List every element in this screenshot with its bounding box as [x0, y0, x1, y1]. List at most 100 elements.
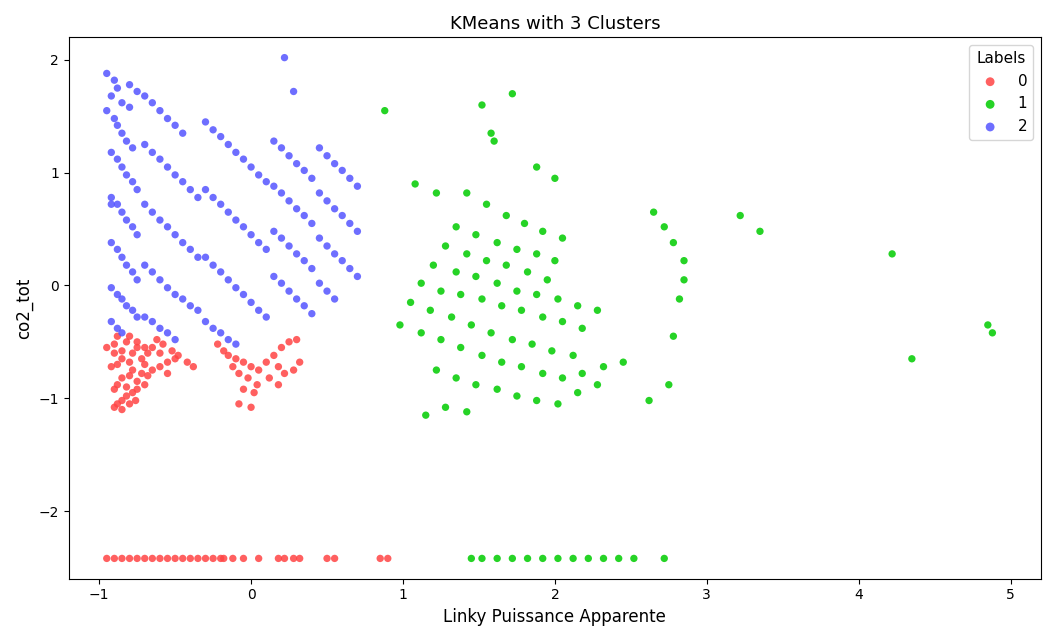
2	[288, 204, 305, 214]
2	[205, 192, 222, 203]
2	[274, 278, 290, 288]
2	[281, 196, 298, 206]
2	[151, 275, 168, 285]
0	[189, 553, 206, 563]
1	[546, 173, 563, 183]
2	[288, 158, 305, 169]
2	[265, 271, 282, 281]
2	[129, 185, 146, 195]
1	[473, 350, 490, 360]
2	[197, 185, 214, 195]
1	[417, 410, 434, 420]
0	[109, 399, 126, 409]
1	[458, 406, 475, 417]
1	[513, 362, 530, 372]
2	[136, 260, 153, 271]
0	[127, 395, 144, 406]
2	[303, 308, 320, 319]
2	[144, 147, 161, 158]
0	[121, 399, 138, 409]
2	[334, 210, 351, 221]
0	[118, 382, 135, 392]
2	[341, 173, 358, 183]
0	[261, 373, 278, 383]
0	[250, 365, 267, 375]
1	[468, 271, 485, 281]
0	[118, 337, 135, 347]
2	[109, 323, 126, 333]
0	[109, 360, 126, 370]
2	[129, 312, 146, 322]
1	[489, 237, 506, 247]
1	[493, 357, 510, 367]
0	[98, 342, 115, 353]
0	[129, 376, 146, 387]
1	[534, 226, 551, 237]
2	[205, 323, 222, 333]
1	[752, 226, 769, 237]
0	[235, 357, 252, 367]
0	[224, 553, 241, 563]
2	[326, 249, 343, 259]
0	[151, 362, 168, 372]
2	[326, 294, 343, 304]
2	[109, 120, 126, 130]
1	[676, 256, 693, 266]
2	[310, 233, 327, 243]
2	[235, 222, 252, 232]
1	[483, 128, 499, 138]
0	[230, 369, 247, 379]
1	[458, 249, 475, 259]
2	[151, 154, 168, 164]
1	[904, 354, 921, 364]
2	[129, 275, 146, 285]
2	[102, 199, 119, 210]
2	[174, 237, 191, 247]
0	[125, 348, 142, 358]
2	[303, 173, 320, 183]
0	[144, 342, 161, 353]
2	[276, 53, 293, 63]
1	[554, 373, 571, 383]
2	[212, 131, 229, 142]
2	[98, 106, 115, 116]
1	[428, 188, 445, 198]
2	[118, 170, 135, 180]
1	[660, 379, 677, 390]
1	[516, 219, 533, 229]
0	[250, 553, 267, 563]
2	[319, 286, 336, 296]
2	[118, 260, 135, 271]
2	[144, 267, 161, 277]
2	[113, 252, 130, 262]
2	[118, 215, 135, 225]
2	[281, 151, 298, 161]
0	[215, 345, 232, 356]
2	[212, 328, 229, 338]
2	[220, 207, 237, 217]
1	[508, 286, 525, 296]
1	[580, 553, 597, 563]
2	[182, 301, 199, 311]
2	[125, 176, 142, 187]
2	[220, 335, 237, 345]
1	[504, 335, 521, 345]
2	[136, 91, 153, 101]
0	[270, 379, 287, 390]
0	[230, 399, 247, 409]
0	[102, 362, 119, 372]
1	[645, 207, 662, 217]
0	[185, 362, 202, 372]
2	[334, 165, 351, 176]
1	[565, 553, 582, 563]
2	[102, 317, 119, 327]
1	[504, 88, 521, 99]
0	[159, 553, 176, 563]
0	[139, 348, 156, 358]
0	[212, 553, 229, 563]
0	[113, 553, 130, 563]
1	[528, 249, 545, 259]
0	[215, 553, 232, 563]
2	[113, 97, 130, 108]
2	[167, 229, 184, 240]
